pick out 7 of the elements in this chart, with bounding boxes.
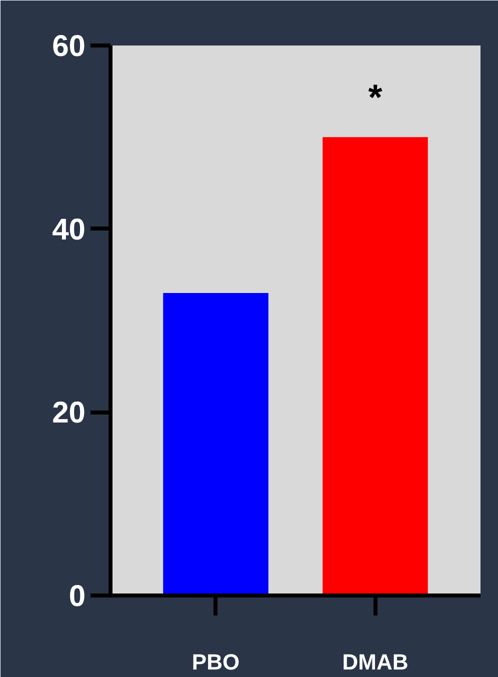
x-tick-label: DMAB: [342, 650, 408, 674]
y-tick-label: 20: [52, 396, 86, 430]
annotation: *: [368, 76, 382, 118]
y-tick-label: 60: [52, 30, 86, 63]
y-tick-label: 40: [52, 213, 86, 246]
x-tick-label: PBO: [192, 650, 240, 674]
y-tick-label: 0: [68, 580, 86, 613]
